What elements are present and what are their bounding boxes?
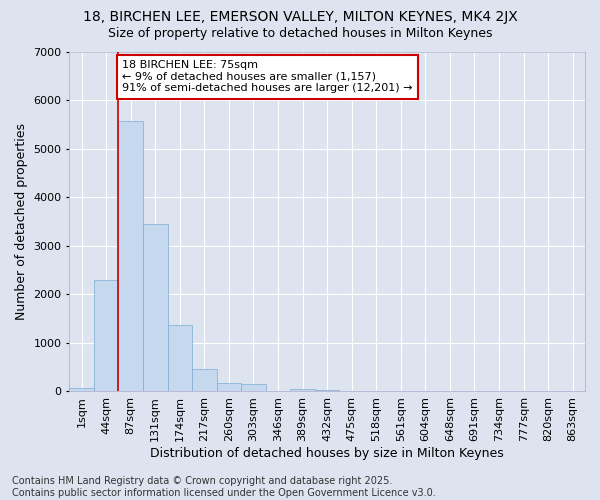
X-axis label: Distribution of detached houses by size in Milton Keynes: Distribution of detached houses by size … — [150, 447, 504, 460]
Bar — [70, 388, 94, 392]
Bar — [167, 326, 192, 392]
Bar — [241, 384, 266, 392]
Bar — [315, 390, 340, 392]
Bar — [94, 280, 118, 392]
Bar — [192, 369, 217, 392]
Bar — [217, 383, 241, 392]
Bar — [143, 224, 167, 392]
Text: Contains HM Land Registry data © Crown copyright and database right 2025.
Contai: Contains HM Land Registry data © Crown c… — [12, 476, 436, 498]
Text: 18 BIRCHEN LEE: 75sqm
← 9% of detached houses are smaller (1,157)
91% of semi-de: 18 BIRCHEN LEE: 75sqm ← 9% of detached h… — [122, 60, 413, 94]
Text: 18, BIRCHEN LEE, EMERSON VALLEY, MILTON KEYNES, MK4 2JX: 18, BIRCHEN LEE, EMERSON VALLEY, MILTON … — [83, 10, 517, 24]
Bar — [290, 389, 315, 392]
Text: Size of property relative to detached houses in Milton Keynes: Size of property relative to detached ho… — [108, 28, 492, 40]
Y-axis label: Number of detached properties: Number of detached properties — [15, 123, 28, 320]
Bar — [118, 122, 143, 392]
